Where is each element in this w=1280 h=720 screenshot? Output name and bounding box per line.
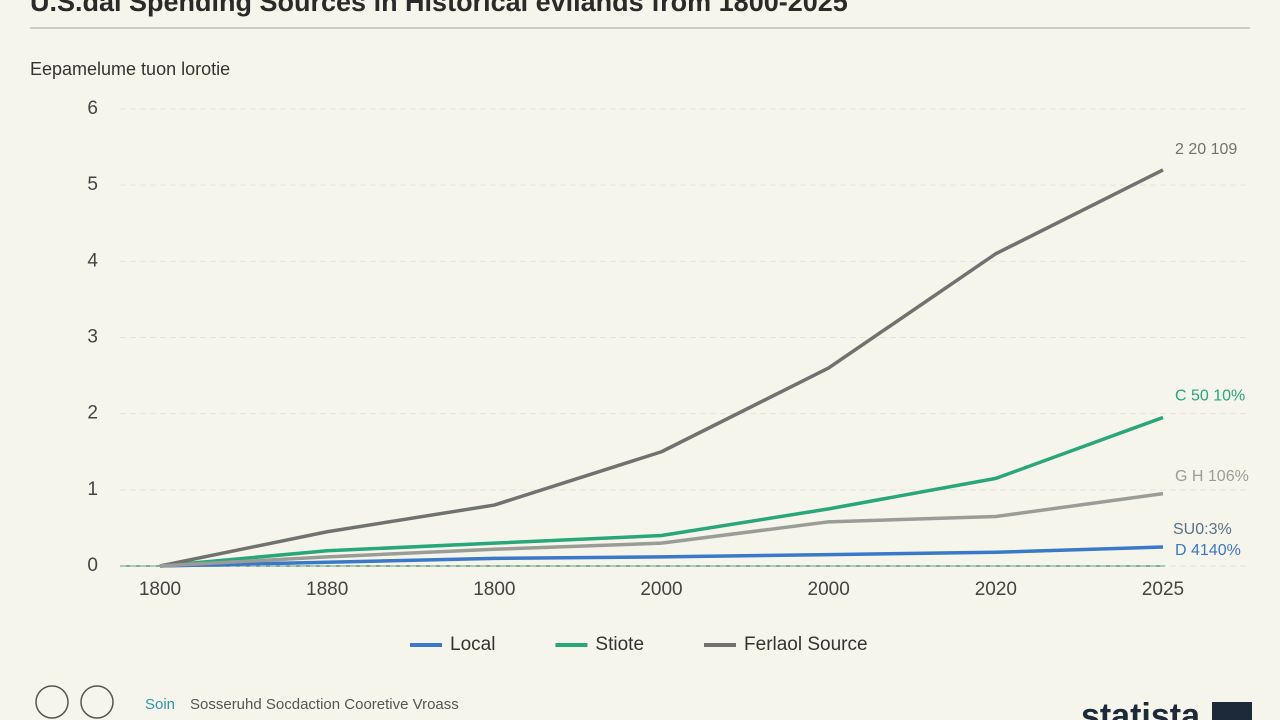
series-line: [159, 415, 1164, 568]
end-label: 2 20 109: [1175, 141, 1237, 158]
y-tick-label: 6: [87, 98, 98, 119]
y-tick-label: 1: [87, 479, 98, 500]
x-tick-label: 2000: [640, 579, 682, 600]
series-line: [159, 168, 1164, 568]
series-line: [159, 545, 1164, 568]
logo: statista: [1081, 697, 1201, 720]
x-tick-label: 1880: [306, 579, 348, 600]
y-tick-label: 5: [87, 174, 98, 195]
x-tick-label: 2020: [975, 579, 1017, 600]
source: Sosseruhd Socdaction Cooretive Vroass: [190, 696, 459, 713]
x-tick-label: 2000: [808, 579, 850, 600]
logo-mark: [1212, 702, 1252, 720]
cc-icon: [35, 685, 69, 719]
legend-label: Stiote: [595, 634, 644, 655]
annotation: SU0:3%: [1173, 521, 1232, 538]
y-axis-label: Eepamelume tuon lorotie: [30, 59, 230, 79]
y-tick-label: 2: [87, 403, 98, 424]
series-line: [159, 491, 1164, 568]
info-icon: [80, 685, 114, 719]
legend-label: Local: [450, 634, 495, 655]
x-tick-label: 1800: [139, 579, 181, 600]
end-label: C 50 10%: [1175, 388, 1245, 405]
y-tick-label: 0: [87, 555, 98, 576]
y-tick-label: 4: [87, 250, 98, 271]
end-label: G H 106%: [1175, 468, 1249, 485]
chart-title: U.S.dal Spending Sources in Historical e…: [30, 0, 848, 17]
x-tick-label: 1800: [473, 579, 515, 600]
legend-label: Ferlaol Source: [744, 634, 868, 655]
x-tick-label: 2025: [1142, 579, 1184, 600]
source-prefix: Soin: [145, 696, 175, 713]
end-label: D 4140%: [1175, 542, 1241, 559]
y-tick-label: 3: [87, 327, 98, 348]
